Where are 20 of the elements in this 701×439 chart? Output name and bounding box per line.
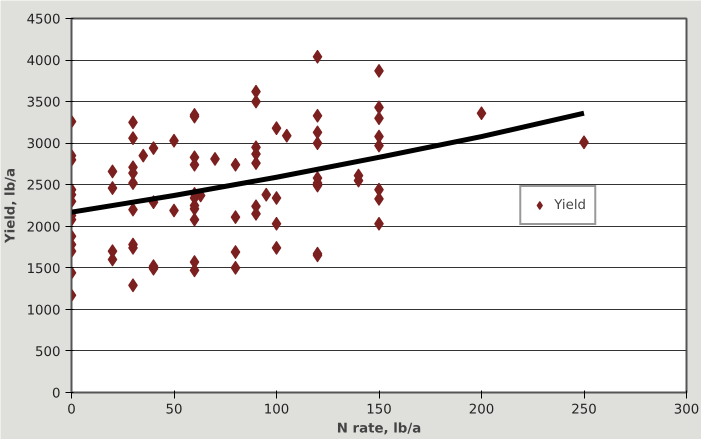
y-axis-title: Yield, lb/a — [4, 168, 19, 244]
y-tick-label: 2500 — [26, 178, 61, 194]
y-tick-label: 1000 — [26, 303, 61, 318]
x-axis-title: N rate, lb/a — [336, 422, 422, 436]
y-tick-label: 3000 — [26, 137, 61, 152]
x-tick-label: 300 — [674, 402, 700, 418]
x-tick-label: 0 — [67, 402, 76, 418]
y-tick-label: 4500 — [26, 12, 61, 28]
x-tick-label: 250 — [571, 402, 597, 418]
x-tick-label: 150 — [366, 402, 392, 418]
y-tick-label: 2000 — [26, 220, 61, 236]
x-tick-label: 200 — [468, 402, 494, 418]
y-tick-label: 3500 — [26, 96, 61, 111]
y-tick-label: 4000 — [26, 54, 61, 70]
x-tick-label: 100 — [264, 402, 290, 418]
y-tick-label: 1500 — [26, 262, 61, 277]
legend-label: Yield — [554, 198, 586, 212]
y-tick-label: 0 — [52, 386, 61, 402]
y-tick-label: 500 — [35, 344, 61, 360]
x-tick-label: 50 — [166, 402, 182, 418]
